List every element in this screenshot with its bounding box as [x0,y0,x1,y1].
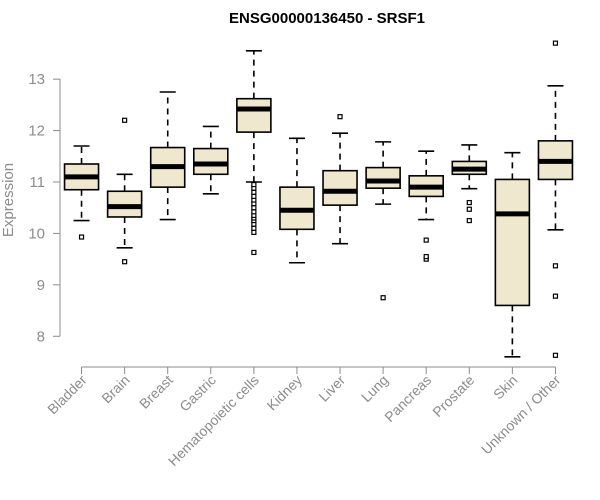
outlier-point [552,293,559,299]
outlier-point [122,259,128,265]
outlier-point [380,295,386,301]
box-iqr [236,97,272,133]
x-tick-label: Unknown / Other [478,372,564,458]
outlier-point [251,249,257,256]
y-tick-label: 13 [28,71,45,88]
box-iqr [192,147,229,176]
x-tick-label: Lung [358,372,391,405]
x-tick-label: Pancreas [381,372,434,425]
box-lung [365,141,401,301]
outlier-point [552,352,559,358]
outlier-point [423,253,429,260]
outlier-point [251,193,257,199]
outlier-point [251,225,257,231]
outlier-point [122,117,128,123]
outlier-point [251,229,257,235]
box-iqr [106,190,143,218]
x-tick-label: Liver [315,372,348,405]
box-iqr [365,166,401,189]
chart-title: ENSG00000136450 - SRSF1 [229,10,425,27]
box-prostate [451,144,488,224]
y-tick-label: 10 [28,225,45,242]
outlier-point [423,237,429,243]
outlier-point [251,205,257,211]
y-tick-label: 9 [37,277,45,294]
y-tick-label: 8 [37,328,45,345]
box-skin [494,151,531,358]
box-liver [322,114,358,245]
boxes-group [63,40,574,358]
x-tick-label: Prostate [429,372,477,420]
box-kidney [279,137,315,264]
box-hematopoietic-cells [236,50,272,256]
y-axis-label: Expression [0,163,17,237]
x-tick-label: Gastric [176,372,219,415]
y-axis: 8 9 10 11 12 13 [28,71,61,345]
box-pancreas [408,150,445,262]
outlier-point [251,181,257,188]
box-iqr [322,169,358,206]
x-tick-label: Kidney [263,372,305,414]
x-tick-label: Brain [98,372,132,406]
box-unknown-other [537,40,574,358]
outlier-point [251,209,257,215]
box-brain [106,117,143,265]
outlier-point [337,114,343,120]
y-tick-label: 11 [29,174,45,191]
outlier-point [466,199,472,206]
x-tick-label: Skin [490,372,521,403]
box-bladder [63,145,100,240]
outlier-point [251,189,257,195]
x-tick-label: Bladder [44,372,90,418]
outlier-point [552,263,559,269]
y-tick-label: 12 [28,123,45,140]
outlier-point [552,40,559,46]
outlier-point [466,206,472,212]
box-iqr [494,178,531,307]
outlier-point [78,234,85,240]
outlier-point [466,217,472,224]
box-gastric [192,125,229,195]
box-breast [149,91,186,221]
x-tick-label: Breast [136,372,176,412]
